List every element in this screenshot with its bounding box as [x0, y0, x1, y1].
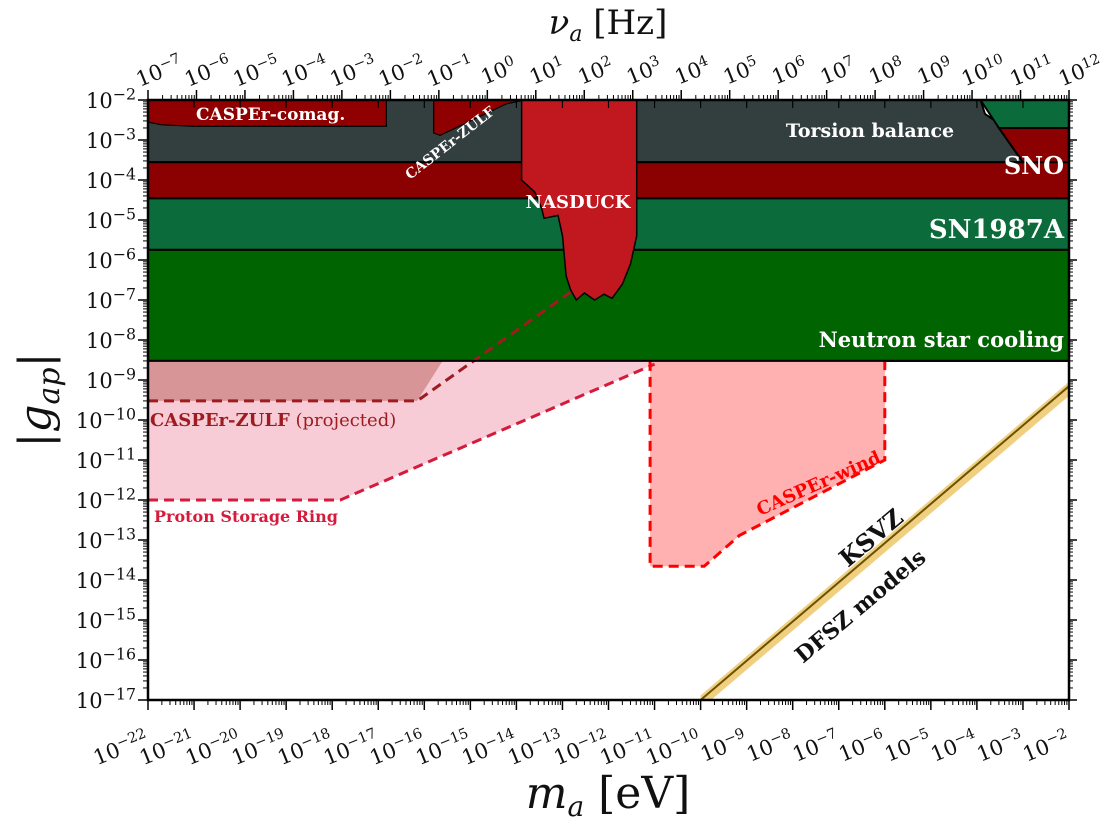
y-tick-label: 10−17 [76, 684, 136, 713]
x-tick-label: 10−7 [789, 726, 843, 767]
top-x-tick-label: 109 [913, 53, 956, 90]
y-tick-label: 10−6 [86, 244, 136, 273]
region-casper-zulf [432, 100, 563, 137]
y-tick-label: 10−16 [76, 644, 136, 673]
y-tick-label: 10−7 [86, 284, 136, 313]
label-caspar-comag: CASPEr-comag. [196, 105, 345, 125]
top-x-tick-label: 10−6 [181, 51, 235, 92]
label-sno: SNO [1004, 151, 1064, 180]
x-tick-label: 10−8 [743, 726, 797, 767]
top-x-tick-label: 104 [671, 53, 714, 90]
top-x-tick-label: 1010 [958, 51, 1009, 91]
top-x-tick-label: 107 [817, 53, 860, 90]
ksvz-line [699, 385, 1069, 700]
x-tick-label: 10−3 [973, 726, 1027, 767]
top-x-tick-label: 1012 [1055, 51, 1104, 91]
y-tick-label: 10−10 [76, 404, 136, 433]
label-sn1987a: SN1987A [929, 215, 1065, 245]
label-projected-suffix: (projected) [290, 410, 396, 431]
label-nasduck: NASDUCK [526, 192, 632, 213]
top-x-tick-label: 105 [720, 53, 763, 90]
top-x-tick-label: 108 [865, 53, 908, 90]
y-tick-label: 10−11 [76, 444, 136, 473]
y-axis-title: |gap| [10, 353, 67, 448]
y-tick-label: 10−12 [76, 484, 136, 513]
y-tick-label: 10−5 [86, 204, 136, 233]
exclusion-regions [148, 100, 1069, 700]
label-caspar-zulf-projected: CASPEr-ZULF (projected) [150, 410, 396, 431]
top-x-tick-label: 106 [768, 53, 811, 90]
x-tick-label: 10−5 [881, 726, 935, 767]
top-x-tick-label: 10−3 [326, 51, 380, 92]
region-sn-high-mass [979, 100, 1069, 129]
label-neutron-star-cooling: Neutron star cooling [819, 327, 1065, 352]
top-x-tick-label: 102 [574, 53, 617, 90]
top-x-tick-label: 101 [526, 53, 569, 90]
label-proton-storage-ring: Proton Storage Ring [154, 507, 338, 526]
axes: 10−2210−2110−2010−1910−1810−1710−1610−15… [76, 51, 1104, 770]
top-x-tick-label: 10−2 [375, 51, 429, 92]
region-casper-comag [148, 100, 387, 127]
label-torsion-balance: Torsion balance [786, 120, 954, 142]
y-tick-label: 10−14 [76, 564, 136, 593]
y-tick-label: 10−3 [86, 124, 136, 153]
y-tick-label: 10−9 [86, 364, 136, 393]
y-tick-label: 10−13 [76, 524, 136, 553]
projection-caspar-zulf-line [148, 286, 578, 403]
top-x-tick-label: 10−7 [132, 51, 186, 92]
top-x-axis-title: νa [Hz] [549, 3, 668, 47]
top-x-tick-label: 10−1 [423, 51, 477, 92]
x-axis-title: ma [eV] [526, 768, 691, 823]
projection-proton-storage-ring-line [148, 362, 656, 502]
projection-caspar-zulf-fill [148, 360, 443, 401]
top-x-tick-label: 10−4 [278, 51, 332, 92]
y-tick-label: 10−15 [76, 604, 136, 633]
y-tick-label: 10−4 [86, 164, 136, 193]
x-tick-label: 10−6 [835, 726, 889, 767]
x-tick-label: 10−4 [927, 726, 981, 767]
top-x-tick-label: 1011 [1006, 51, 1057, 91]
y-tick-label: 10−8 [86, 324, 136, 353]
x-tick-label: 10−2 [1019, 726, 1073, 767]
top-x-tick-label: 100 [477, 53, 520, 90]
top-x-tick-label: 103 [623, 53, 666, 90]
top-x-tick-label: 10−5 [229, 51, 283, 92]
y-tick-label: 10−2 [86, 84, 136, 113]
projection-caspar-wind-fill [650, 360, 885, 567]
region-nasduck [520, 100, 638, 302]
x-tick-label: 10−9 [697, 726, 751, 767]
projection-caspar-wind-line [648, 360, 887, 568]
